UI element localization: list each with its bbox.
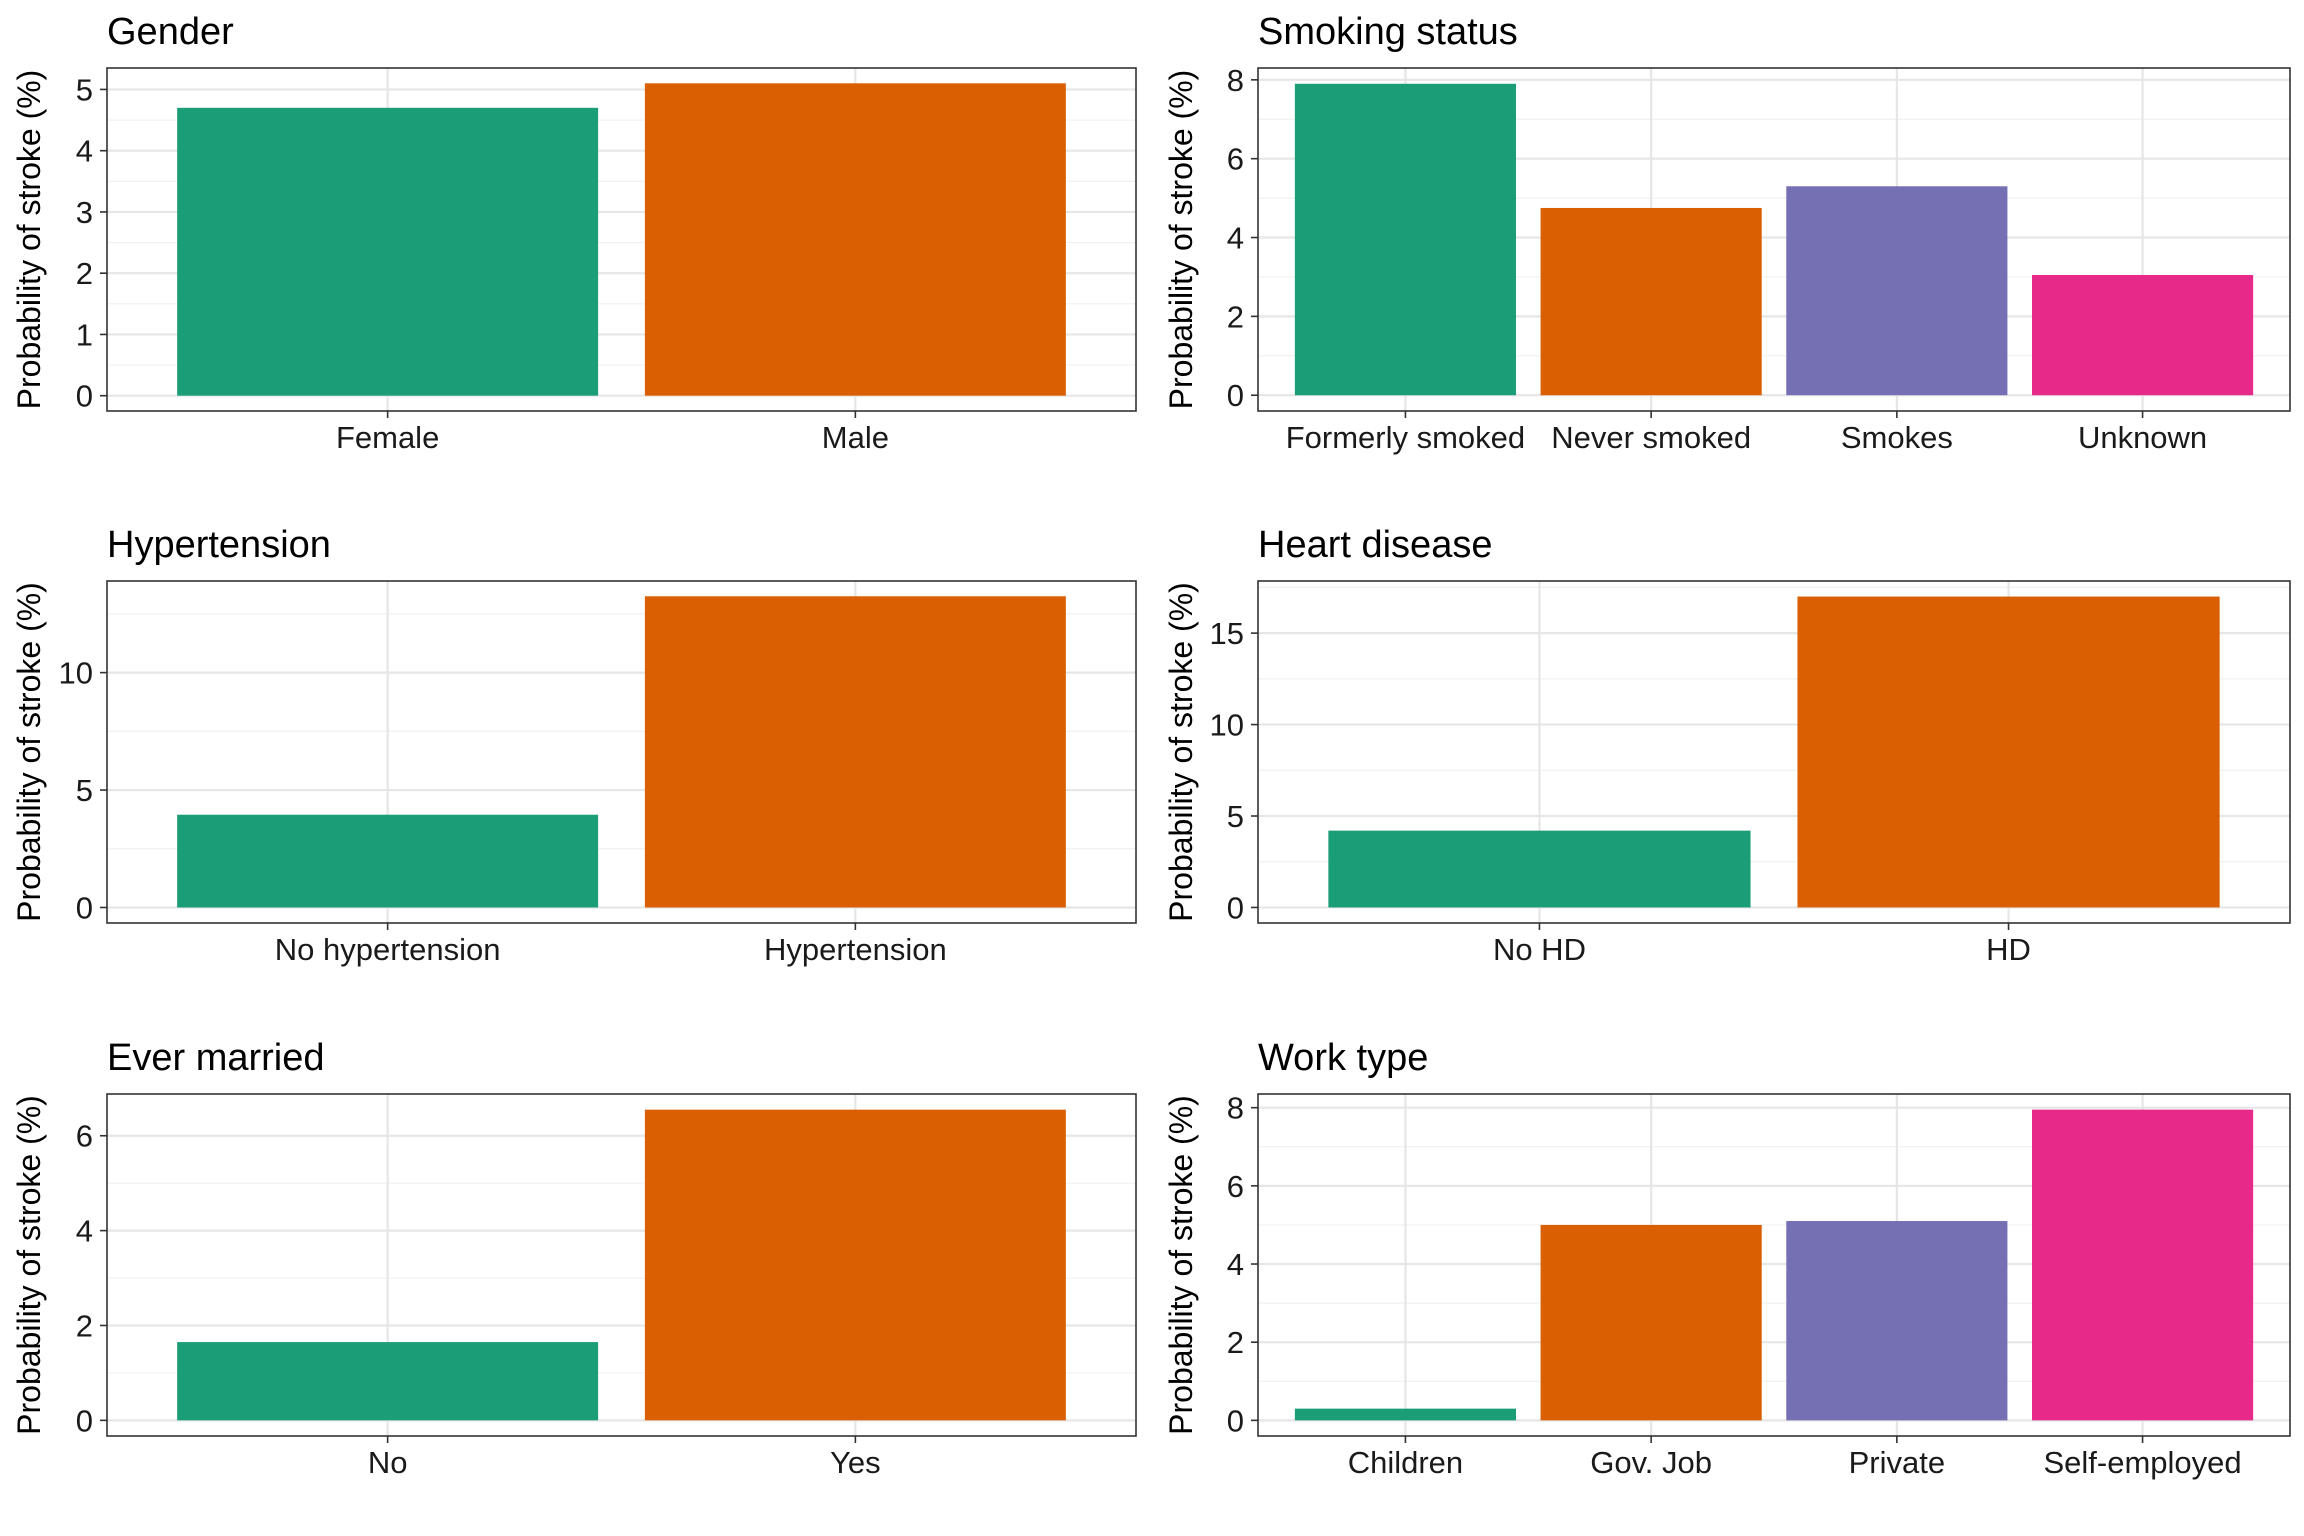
bar-male <box>644 83 1066 396</box>
y-tick-label: 0 <box>76 890 93 925</box>
y-tick-label: 2 <box>76 1308 93 1343</box>
bar-formerly-smoked <box>1294 83 1516 396</box>
y-tick-label: 1 <box>76 317 93 352</box>
y-axis-label: Probability of stroke (%) <box>1163 70 1199 410</box>
x-tick-label: HD <box>1986 932 2031 967</box>
y-axis-label: Probability of stroke (%) <box>11 1095 47 1435</box>
y-tick-label: 4 <box>76 1214 93 1249</box>
y-tick-label: 0 <box>1227 378 1244 413</box>
y-tick-label: 0 <box>1227 1403 1244 1438</box>
panel-frame <box>1257 1093 2291 1437</box>
y-tick-label: 10 <box>1210 708 1244 743</box>
y-tick-label: 15 <box>1210 616 1244 651</box>
y-tick-label: 4 <box>1227 1247 1244 1282</box>
y-tick-label: 0 <box>76 1403 93 1438</box>
panel-title: Heart disease <box>1258 524 1492 566</box>
y-tick-label: 2 <box>76 256 93 291</box>
bar-hypertension <box>644 596 1066 908</box>
y-tick-label: 0 <box>1227 890 1244 925</box>
panel-title: Hypertension <box>107 524 331 566</box>
bar-no-hypertension <box>177 814 599 908</box>
x-tick-label: No HD <box>1493 932 1586 967</box>
y-axis-label: Probability of stroke (%) <box>11 70 47 410</box>
y-tick-label: 2 <box>1227 1325 1244 1360</box>
x-tick-label: Private <box>1849 1445 1945 1480</box>
panel-smoking-status: 0 2 4 6 8 Formerly smoked Never smoked Smokes Un… <box>1163 11 2291 455</box>
panel-frame <box>1257 67 2291 412</box>
panel-work-type: 0 2 4 6 8 Children Gov. Job Private Self-employe… <box>1163 1037 2291 1480</box>
y-tick-label: 4 <box>1227 221 1244 256</box>
y-tick-label: 6 <box>1227 142 1244 177</box>
x-tick-label: Smokes <box>1841 420 1953 455</box>
y-tick-label: 5 <box>1227 799 1244 834</box>
x-tick-label: No <box>368 1445 408 1480</box>
x-tick-label: Female <box>336 420 439 455</box>
y-tick-label: 3 <box>76 195 93 230</box>
x-tick-label: Children <box>1348 1445 1463 1480</box>
x-tick-label: Gov. Job <box>1590 1445 1712 1480</box>
x-tick-label: Male <box>822 420 889 455</box>
panel-title: Work type <box>1258 1037 1428 1079</box>
panel-frame <box>106 67 1137 412</box>
bar-no <box>177 1342 599 1421</box>
bar-unknown <box>2032 274 2254 396</box>
bar-no-hd <box>1328 830 1751 908</box>
bar-yes <box>644 1109 1066 1421</box>
y-tick-label: 6 <box>76 1119 93 1154</box>
x-tick-label: Formerly smoked <box>1286 420 1525 455</box>
y-tick-label: 4 <box>76 134 93 169</box>
x-tick-label: Never smoked <box>1551 420 1751 455</box>
x-tick-label: Hypertension <box>764 932 947 967</box>
panel-title: Ever married <box>107 1037 325 1079</box>
y-tick-label: 10 <box>59 656 93 691</box>
panel-frame <box>106 1093 1137 1437</box>
x-tick-label: Yes <box>830 1445 881 1480</box>
panel-hypertension: 0 5 10 No hypertension Hypertension Hypertens… <box>11 524 1137 967</box>
bar-smokes <box>1786 186 2008 396</box>
panel-frame <box>106 580 1137 924</box>
panel-frame <box>1257 580 2291 924</box>
y-axis-label: Probability of stroke (%) <box>1163 1095 1199 1435</box>
y-tick-label: 0 <box>76 379 93 414</box>
bar-never-smoked <box>1540 207 1762 396</box>
bar-private <box>1786 1221 2008 1421</box>
bar-self-employed <box>2032 1109 2254 1421</box>
panel-title: Smoking status <box>1258 11 1518 53</box>
panel-heart-disease: 0 5 10 15 No HD HD Heart disease Probability of… <box>1163 524 2291 967</box>
y-tick-label: 8 <box>1227 63 1244 98</box>
panel-title: Gender <box>107 11 234 53</box>
bar-gov-job <box>1540 1224 1762 1421</box>
y-tick-label: 6 <box>1227 1169 1244 1204</box>
x-tick-label: Unknown <box>2078 420 2207 455</box>
x-tick-label: No hypertension <box>275 932 501 967</box>
panel-ever-married: 0 2 4 6 No Yes Ever married Probability of stro… <box>11 1037 1137 1480</box>
bar-hd <box>1797 596 2220 908</box>
y-tick-label: 2 <box>1227 299 1244 334</box>
bar-children <box>1294 1408 1516 1421</box>
y-axis-label: Probability of stroke (%) <box>1163 582 1199 922</box>
y-tick-label: 5 <box>76 72 93 107</box>
y-tick-label: 5 <box>76 773 93 808</box>
x-tick-label: Self-employed <box>2043 1445 2241 1480</box>
y-tick-label: 8 <box>1227 1091 1244 1126</box>
bar-female <box>177 107 599 396</box>
panel-gender: 0 1 2 3 4 5 Female Male Gender Probability of str… <box>11 11 1137 455</box>
y-axis-label: Probability of stroke (%) <box>11 582 47 922</box>
